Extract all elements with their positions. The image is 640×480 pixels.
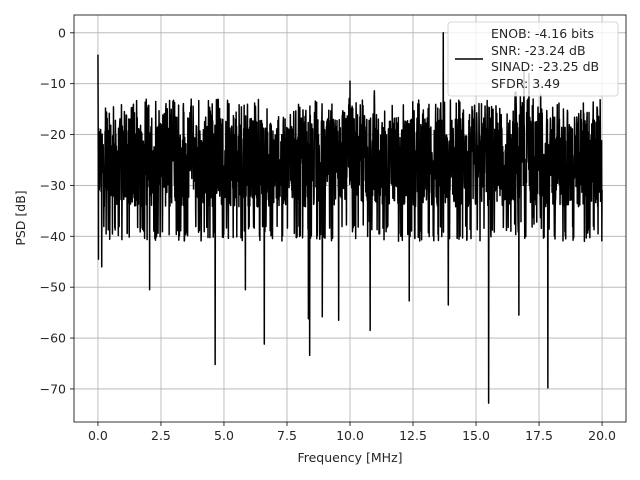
series-layer <box>97 32 603 404</box>
x-tick-label: 2.5 <box>151 428 171 443</box>
y-tick-label: −30 <box>40 178 66 193</box>
legend: ENOB: -4.16 bits SNR: -23.24 dB SINAD: -… <box>447 21 619 97</box>
legend-sinad: SINAD: -23.25 dB <box>491 59 599 74</box>
x-axis-ticks: 0.0 2.5 5.0 7.5 10.0 12.5 15.0 17.5 20.0 <box>88 422 616 443</box>
y-axis-ticks: 0 −10 −20 −30 −40 −50 −60 −70 <box>40 25 74 396</box>
y-tick-label: −10 <box>40 76 66 91</box>
y-tick-label: −50 <box>40 280 66 295</box>
legend-snr: SNR: -23.24 dB <box>491 43 586 58</box>
x-tick-label: 20.0 <box>588 428 616 443</box>
y-tick-label: −40 <box>40 229 66 244</box>
x-tick-label: 12.5 <box>399 428 427 443</box>
x-tick-label: 17.5 <box>525 428 553 443</box>
x-tick-label: 0.0 <box>88 428 108 443</box>
x-tick-label: 10.0 <box>336 428 364 443</box>
y-tick-label: −20 <box>40 127 66 142</box>
x-tick-label: 15.0 <box>462 428 490 443</box>
y-tick-label: −70 <box>40 381 66 396</box>
x-tick-label: 7.5 <box>277 428 297 443</box>
y-tick-label: 0 <box>58 25 66 40</box>
psd-series-line <box>97 32 603 404</box>
y-tick-label: −60 <box>40 331 66 346</box>
legend-enob: ENOB: -4.16 bits <box>491 26 594 41</box>
y-axis-label: PSD [dB] <box>13 190 28 245</box>
x-axis-label: Frequency [MHz] <box>297 450 402 465</box>
x-tick-label: 5.0 <box>214 428 234 443</box>
legend-sfdr: SFDR: 3.49 <box>491 76 560 91</box>
legend-box <box>447 21 619 97</box>
